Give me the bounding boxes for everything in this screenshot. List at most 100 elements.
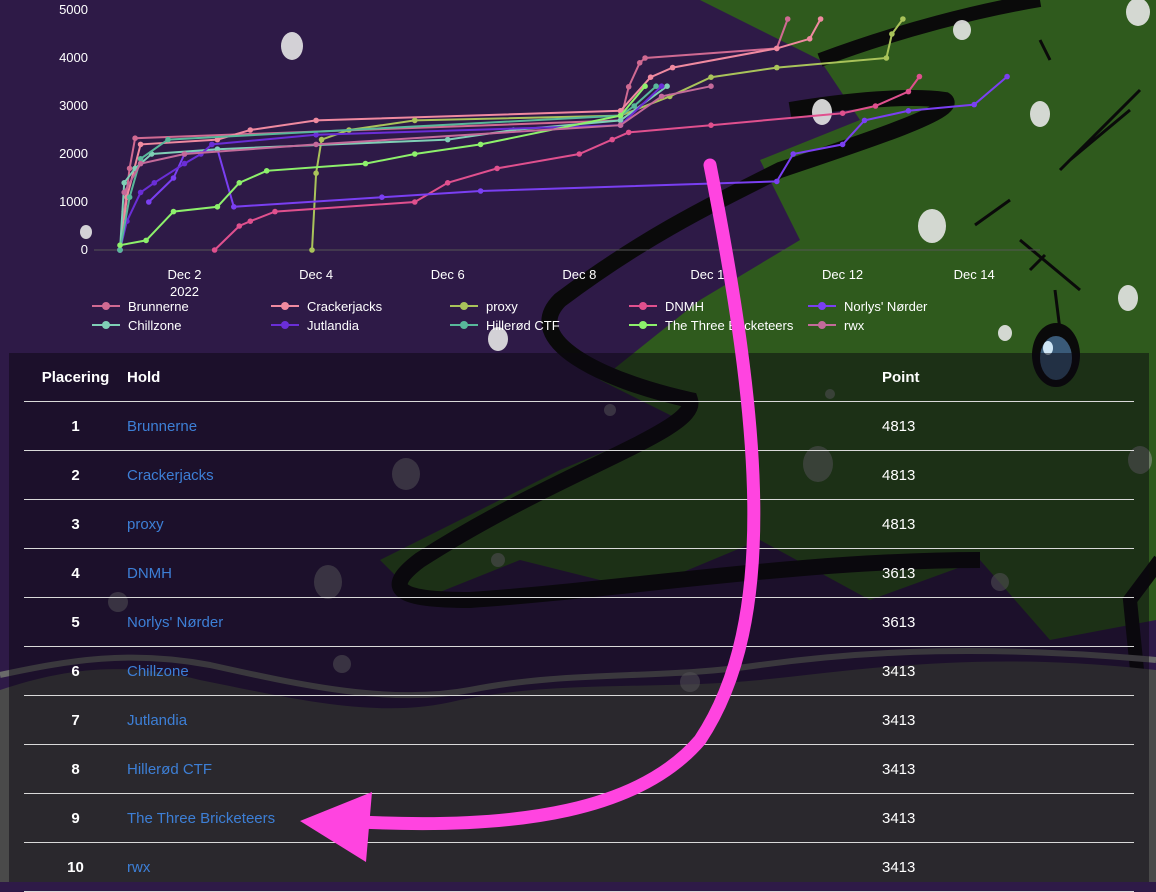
data-point[interactable]	[478, 188, 484, 194]
data-point[interactable]	[209, 142, 215, 148]
data-point[interactable]	[664, 83, 670, 89]
data-point[interactable]	[670, 65, 676, 71]
data-point[interactable]	[1004, 74, 1010, 80]
legend-item[interactable]: DNMH	[629, 298, 808, 314]
data-point[interactable]	[117, 242, 123, 248]
data-point[interactable]	[917, 74, 923, 80]
data-point[interactable]	[171, 209, 177, 215]
data-point[interactable]	[618, 113, 624, 119]
data-point[interactable]	[319, 137, 325, 143]
data-point[interactable]	[132, 135, 138, 141]
data-point[interactable]	[215, 204, 221, 210]
data-point[interactable]	[272, 209, 278, 215]
legend-item[interactable]: rwx	[808, 317, 987, 333]
team-link[interactable]: Brunnerne	[127, 418, 197, 435]
data-point[interactable]	[840, 142, 846, 148]
data-point[interactable]	[138, 161, 144, 167]
data-point[interactable]	[117, 247, 123, 253]
data-point[interactable]	[708, 74, 714, 80]
data-point[interactable]	[248, 218, 254, 224]
data-point[interactable]	[774, 179, 780, 185]
data-point[interactable]	[648, 74, 654, 80]
data-point[interactable]	[708, 83, 714, 89]
data-point[interactable]	[138, 142, 144, 148]
data-point[interactable]	[152, 180, 158, 186]
team-link[interactable]: DNMH	[127, 565, 172, 582]
data-point[interactable]	[313, 142, 319, 148]
data-point[interactable]	[609, 137, 615, 143]
data-point[interactable]	[626, 84, 632, 90]
data-point[interactable]	[143, 238, 149, 244]
team-link[interactable]: Hillerød CTF	[127, 761, 212, 778]
legend-item[interactable]: Chillzone	[92, 317, 271, 333]
data-point[interactable]	[785, 16, 791, 22]
data-point[interactable]	[906, 89, 912, 95]
legend-item[interactable]: Brunnerne	[92, 298, 271, 314]
data-point[interactable]	[626, 130, 632, 136]
legend-item[interactable]: Hillerød CTF	[450, 317, 629, 333]
data-point[interactable]	[231, 204, 237, 210]
data-point[interactable]	[840, 110, 846, 116]
data-point[interactable]	[818, 16, 824, 22]
data-point[interactable]	[659, 94, 665, 100]
data-point[interactable]	[248, 127, 254, 133]
data-point[interactable]	[790, 151, 796, 157]
data-point[interactable]	[138, 156, 144, 162]
legend-item[interactable]: The Three Bricketeers	[629, 317, 808, 333]
data-point[interactable]	[900, 16, 906, 22]
data-point[interactable]	[138, 190, 144, 196]
data-point[interactable]	[313, 170, 319, 176]
data-point[interactable]	[127, 166, 133, 172]
legend-item[interactable]: Jutlandia	[271, 317, 450, 333]
team-link[interactable]: The Three Bricketeers	[127, 810, 275, 827]
data-point[interactable]	[171, 175, 177, 181]
legend-item[interactable]: proxy	[450, 298, 629, 314]
data-point[interactable]	[146, 199, 152, 205]
data-point[interactable]	[445, 180, 451, 186]
data-point[interactable]	[708, 122, 714, 128]
data-point[interactable]	[862, 118, 868, 124]
data-point[interactable]	[121, 180, 127, 186]
data-point[interactable]	[412, 199, 418, 205]
team-link[interactable]: Norlys' Nørder	[127, 614, 223, 631]
data-point[interactable]	[884, 55, 890, 61]
data-point[interactable]	[165, 137, 171, 143]
legend-item[interactable]: Crackerjacks	[271, 298, 450, 314]
data-point[interactable]	[313, 118, 319, 124]
data-point[interactable]	[363, 161, 369, 167]
data-point[interactable]	[774, 46, 780, 52]
legend-item[interactable]: Norlys' Nørder	[808, 298, 987, 314]
data-point[interactable]	[182, 151, 188, 157]
data-point[interactable]	[889, 31, 895, 37]
data-point[interactable]	[478, 142, 484, 148]
data-point[interactable]	[637, 60, 643, 66]
data-point[interactable]	[642, 83, 648, 89]
team-link[interactable]: Jutlandia	[127, 712, 187, 729]
data-point[interactable]	[445, 137, 451, 143]
data-point[interactable]	[237, 223, 243, 229]
data-point[interactable]	[577, 151, 583, 157]
data-point[interactable]	[653, 83, 659, 89]
data-point[interactable]	[642, 55, 648, 61]
team-link[interactable]: Chillzone	[127, 663, 189, 680]
data-point[interactable]	[807, 36, 813, 42]
data-point[interactable]	[237, 180, 243, 186]
team-link[interactable]: Crackerjacks	[127, 467, 214, 484]
team-link[interactable]: rwx	[127, 859, 150, 876]
data-point[interactable]	[631, 103, 637, 109]
data-point[interactable]	[906, 108, 912, 114]
data-point[interactable]	[182, 161, 188, 167]
data-point[interactable]	[618, 122, 624, 128]
data-point[interactable]	[412, 151, 418, 157]
data-point[interactable]	[494, 166, 500, 172]
data-point[interactable]	[121, 190, 127, 196]
data-point[interactable]	[264, 168, 270, 174]
data-point[interactable]	[212, 247, 218, 253]
data-point[interactable]	[412, 118, 418, 124]
team-link[interactable]: proxy	[127, 516, 164, 533]
data-point[interactable]	[379, 194, 385, 200]
data-point[interactable]	[873, 103, 879, 109]
data-point[interactable]	[774, 65, 780, 71]
data-point[interactable]	[309, 247, 315, 253]
data-point[interactable]	[971, 102, 977, 108]
